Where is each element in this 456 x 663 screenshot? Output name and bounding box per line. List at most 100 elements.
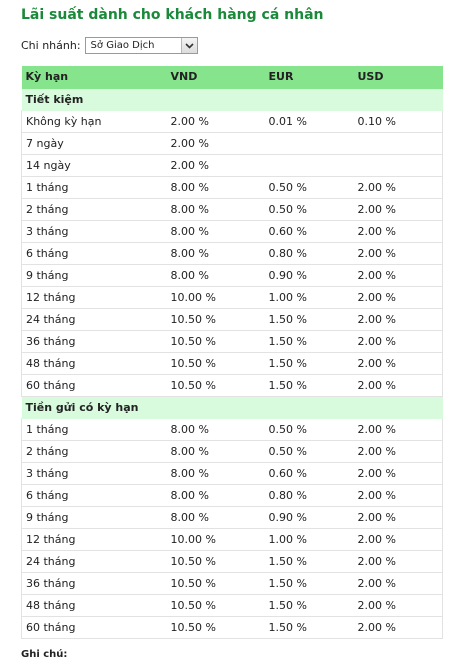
eur-rate-cell: 0.50 % <box>264 176 354 199</box>
term-cell: 60 tháng <box>21 374 167 397</box>
vnd-rate-cell: 8.00 % <box>166 440 265 463</box>
eur-rate-cell: 1.50 % <box>264 616 354 639</box>
usd-rate-cell: 2.00 % <box>353 308 443 331</box>
note-label: Ghi chú: <box>21 649 68 660</box>
eur-rate-cell: 0.01 % <box>264 110 354 133</box>
term-cell: 2 tháng <box>21 198 167 221</box>
usd-rate-cell: 2.00 % <box>353 594 443 617</box>
usd-rate-cell: 2.00 % <box>353 330 443 353</box>
vnd-rate-cell: 8.00 % <box>166 220 265 243</box>
table-row: 9 tháng 8.00 % 0.90 % 2.00 % <box>21 264 443 287</box>
term-cell: 48 tháng <box>21 352 167 375</box>
term-cell: 3 tháng <box>21 462 167 485</box>
usd-rate-cell: 2.00 % <box>353 352 443 375</box>
vnd-rate-cell: 8.00 % <box>166 264 265 287</box>
table-group-row: Tiền gửi có kỳ hạn <box>21 396 443 419</box>
term-cell: 36 tháng <box>21 330 167 353</box>
table-row: 12 tháng 10.00 % 1.00 % 2.00 % <box>21 528 443 551</box>
vnd-rate-cell: 10.50 % <box>166 594 265 617</box>
usd-rate-cell: 2.00 % <box>353 506 443 529</box>
interest-rate-table: Kỳ hạn VND EUR USD Tiết kiệm Không kỳ hạn… <box>21 66 443 639</box>
usd-rate-cell: 2.00 % <box>353 616 443 639</box>
group-title: Tiền gửi có kỳ hạn <box>21 396 443 419</box>
vnd-rate-cell: 10.50 % <box>166 374 265 397</box>
eur-rate-cell: 1.50 % <box>264 308 354 331</box>
usd-rate-cell: 2.00 % <box>353 572 443 595</box>
eur-rate-cell: 0.50 % <box>264 418 354 441</box>
column-header-vnd: VND <box>166 66 265 89</box>
term-cell: 6 tháng <box>21 484 167 507</box>
vnd-rate-cell: 8.00 % <box>166 242 265 265</box>
term-cell: 24 tháng <box>21 550 167 573</box>
table-group-row: Tiết kiệm <box>21 88 443 111</box>
branch-label: Chi nhánh: <box>21 39 81 52</box>
eur-rate-cell <box>264 154 354 177</box>
usd-rate-cell <box>353 132 443 155</box>
eur-rate-cell: 0.50 % <box>264 198 354 221</box>
branch-select[interactable]: Sở Giao Dịch <box>84 37 198 54</box>
table-row: 12 tháng 10.00 % 1.00 % 2.00 % <box>21 286 443 309</box>
eur-rate-cell: 0.60 % <box>264 462 354 485</box>
term-cell: 1 tháng <box>21 418 167 441</box>
eur-rate-cell <box>264 132 354 155</box>
vnd-rate-cell: 2.00 % <box>166 110 265 133</box>
dropdown-button[interactable] <box>180 38 197 53</box>
table-row: 48 tháng 10.50 % 1.50 % 2.00 % <box>21 594 443 617</box>
eur-rate-cell: 0.90 % <box>264 506 354 529</box>
table-row: 3 tháng 8.00 % 0.60 % 2.00 % <box>21 462 443 485</box>
branch-select-value: Sở Giao Dịch <box>90 40 155 51</box>
usd-rate-cell: 2.00 % <box>353 264 443 287</box>
eur-rate-cell: 1.00 % <box>264 528 354 551</box>
usd-rate-cell: 2.00 % <box>353 484 443 507</box>
eur-rate-cell: 1.50 % <box>264 330 354 353</box>
table-row: 48 tháng 10.50 % 1.50 % 2.00 % <box>21 352 443 375</box>
table-row: Không kỳ hạn 2.00 % 0.01 % 0.10 % <box>21 110 443 133</box>
usd-rate-cell: 2.00 % <box>353 176 443 199</box>
vnd-rate-cell: 10.50 % <box>166 572 265 595</box>
page-title: Lãi suất dành cho khách hàng cá nhân <box>21 7 324 23</box>
usd-rate-cell: 2.00 % <box>353 220 443 243</box>
vnd-rate-cell: 10.50 % <box>166 308 265 331</box>
table-row: 9 tháng 8.00 % 0.90 % 2.00 % <box>21 506 443 529</box>
usd-rate-cell: 2.00 % <box>353 242 443 265</box>
term-cell: 3 tháng <box>21 220 167 243</box>
vnd-rate-cell: 8.00 % <box>166 462 265 485</box>
usd-rate-cell: 2.00 % <box>353 418 443 441</box>
term-cell: 24 tháng <box>21 308 167 331</box>
term-cell: 36 tháng <box>21 572 167 595</box>
column-header-eur: EUR <box>264 66 354 89</box>
term-cell: 7 ngày <box>21 132 167 155</box>
table-row: 14 ngày 2.00 % <box>21 154 443 177</box>
usd-rate-cell: 0.10 % <box>353 110 443 133</box>
vnd-rate-cell: 10.00 % <box>166 528 265 551</box>
usd-rate-cell <box>353 154 443 177</box>
term-cell: 1 tháng <box>21 176 167 199</box>
eur-rate-cell: 1.00 % <box>264 286 354 309</box>
usd-rate-cell: 2.00 % <box>353 286 443 309</box>
column-header-usd: USD <box>353 66 443 89</box>
term-cell: 12 tháng <box>21 286 167 309</box>
term-cell: 2 tháng <box>21 440 167 463</box>
vnd-rate-cell: 8.00 % <box>166 506 265 529</box>
usd-rate-cell: 2.00 % <box>353 528 443 551</box>
table-row: 1 tháng 8.00 % 0.50 % 2.00 % <box>21 176 443 199</box>
vnd-rate-cell: 8.00 % <box>166 176 265 199</box>
vnd-rate-cell: 2.00 % <box>166 132 265 155</box>
term-cell: 9 tháng <box>21 506 167 529</box>
usd-rate-cell: 2.00 % <box>353 440 443 463</box>
term-cell: 9 tháng <box>21 264 167 287</box>
usd-rate-cell: 2.00 % <box>353 462 443 485</box>
group-title: Tiết kiệm <box>21 88 443 111</box>
eur-rate-cell: 0.60 % <box>264 220 354 243</box>
term-cell: 14 ngày <box>21 154 167 177</box>
table-row: 6 tháng 8.00 % 0.80 % 2.00 % <box>21 484 443 507</box>
term-cell: 6 tháng <box>21 242 167 265</box>
column-header-term: Kỳ hạn <box>21 66 167 89</box>
eur-rate-cell: 0.80 % <box>264 242 354 265</box>
vnd-rate-cell: 10.50 % <box>166 352 265 375</box>
eur-rate-cell: 0.50 % <box>264 440 354 463</box>
eur-rate-cell: 0.90 % <box>264 264 354 287</box>
table-row: 36 tháng 10.50 % 1.50 % 2.00 % <box>21 572 443 595</box>
table-row: 36 tháng 10.50 % 1.50 % 2.00 % <box>21 330 443 353</box>
table-row: 2 tháng 8.00 % 0.50 % 2.00 % <box>21 440 443 463</box>
